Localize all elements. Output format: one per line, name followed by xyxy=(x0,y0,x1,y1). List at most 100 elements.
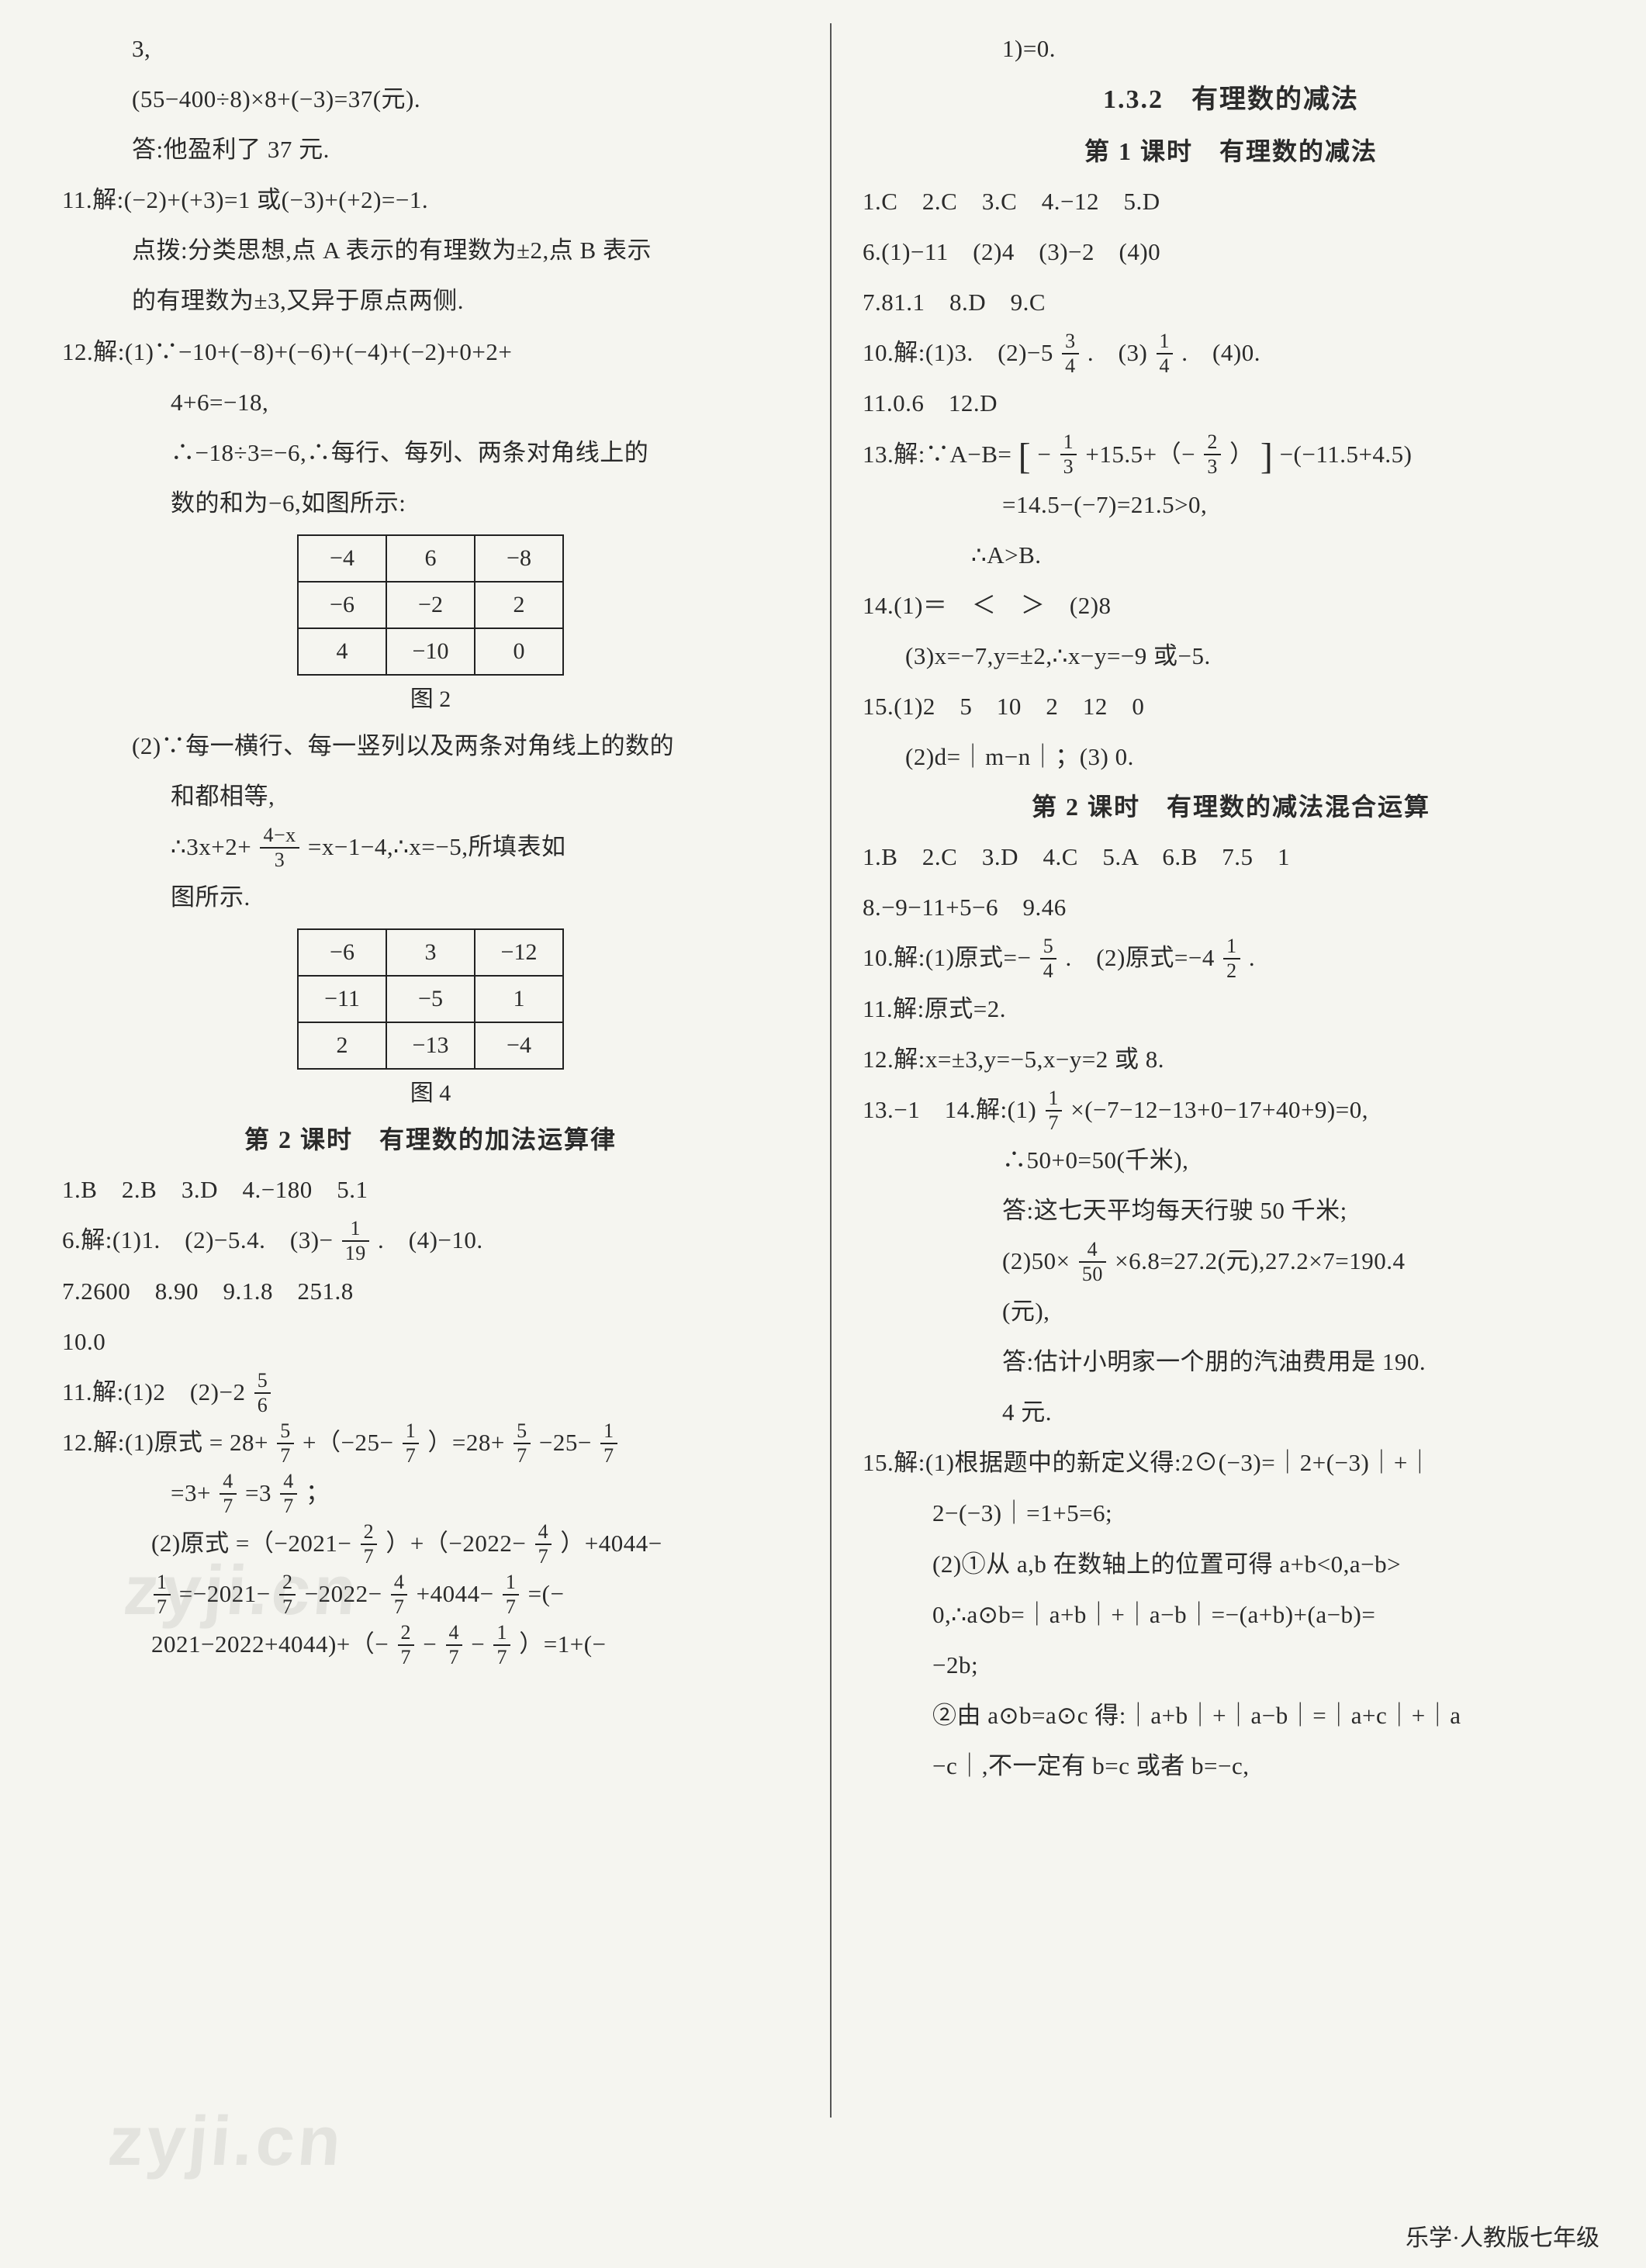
text-line: 10.0 xyxy=(62,1316,799,1367)
text-line: ∴3x+2+ 4−x3 =x−1−4,∴x=−5,所填表如 xyxy=(62,821,799,872)
text-span: . xyxy=(1249,944,1255,971)
fraction: 23 xyxy=(1204,432,1221,477)
text-line: 答:这七天平均每天行驶 50 千米; xyxy=(863,1185,1599,1236)
text-line: 13.解:∵A−B= [ − 13 +15.5+（− 23 ） ] −(−11.… xyxy=(863,429,1599,479)
fraction: 57 xyxy=(514,1421,531,1466)
table-cell: −8 xyxy=(475,535,563,582)
text-line: (2)d=｜m−n｜；(3) 0. xyxy=(863,731,1599,782)
text-span: −(−11.5+4.5) xyxy=(1280,441,1413,468)
text-line: 7.81.1 8.D 9.C xyxy=(863,277,1599,327)
text-span: ）+4044− xyxy=(560,1530,662,1557)
text-line: 15.解:(1)根据题中的新定义得:2⊙(−3)=｜2+(−3)｜+｜ xyxy=(863,1437,1599,1488)
text-line: 和都相等, xyxy=(62,771,799,821)
text-line: 1.B 2.C 3.D 4.C 5.A 6.B 7.5 1 xyxy=(863,831,1599,882)
text-line: 11.解:(−2)+(+3)=1 或(−3)+(+2)=−1. xyxy=(62,175,799,225)
table-cell: 6 xyxy=(386,535,475,582)
text-line: −c｜,不一定有 b=c 或者 b=−c, xyxy=(863,1741,1599,1791)
text-line: 的有理数为±3,又异于原点两侧. xyxy=(62,275,799,326)
text-span: 11.解:(1)2 (2)−2 xyxy=(62,1378,252,1405)
page-footer: 乐学·人教版七年级 xyxy=(1406,2218,1599,2252)
fraction: 47 xyxy=(220,1471,237,1516)
table-cell: −6 xyxy=(298,582,386,628)
text-line: (2)原式 =（−2021− 27 ）+（−2022− 47 ）+4044− xyxy=(62,1518,799,1568)
text-line: 4 元. xyxy=(863,1387,1599,1437)
watermark-2: zyji.cn xyxy=(105,2102,347,2182)
fraction: 17 xyxy=(1046,1088,1063,1133)
text-line: (元), xyxy=(863,1286,1599,1336)
table-cell: −4 xyxy=(298,535,386,582)
text-line: 13.−1 14.解:(1) 17 ×(−7−12−13+0−17+40+9)=… xyxy=(863,1084,1599,1135)
fraction: 14 xyxy=(1157,331,1174,376)
text-span: 13.−1 14.解:(1) xyxy=(863,1096,1036,1123)
table-cell: −6 xyxy=(298,929,386,976)
text-line: 6.解:(1)1. (2)−5.4. (3)− 119 . (4)−10. xyxy=(62,1215,799,1265)
fraction: 12 xyxy=(1223,936,1240,981)
text-line: =3+ 47 =3 47 ； xyxy=(62,1468,799,1518)
text-line: 11.解:原式=2. xyxy=(863,984,1599,1034)
text-span: (2)原式 =（−2021− xyxy=(151,1530,351,1557)
text-line: 11.0.6 12.D xyxy=(863,378,1599,428)
table-2: −63−12 −11−51 2−13−4 xyxy=(297,928,564,1070)
fraction: 54 xyxy=(1040,936,1057,981)
table-1: −46−8 −6−22 4−100 xyxy=(297,534,564,676)
text-line: 12.解:(1)∵−10+(−8)+(−6)+(−4)+(−2)+0+2+ xyxy=(62,327,799,377)
text-span: − xyxy=(471,1630,485,1658)
text-span: . (4)0. xyxy=(1181,339,1260,366)
subsection-title: 第 2 课时 有理数的减法混合运算 xyxy=(863,782,1599,831)
text-line: 1.C 2.C 3.C 4.−12 5.D xyxy=(863,176,1599,226)
text-line: ∴50+0=50(千米), xyxy=(863,1135,1599,1185)
fraction: 119 xyxy=(342,1219,369,1264)
fraction: 57 xyxy=(277,1421,294,1466)
text-span: =3 xyxy=(245,1479,278,1506)
text-span: ）=1+(− xyxy=(519,1630,606,1658)
table-caption: 图 2 xyxy=(62,679,799,721)
table-cell: 2 xyxy=(298,1022,386,1069)
text-span: (2)50× xyxy=(1002,1247,1070,1274)
text-span: +15.5+（− xyxy=(1085,441,1195,468)
text-line: 答:估计小明家一个朋的汽油费用是 190. xyxy=(863,1336,1599,1387)
text-line: 1.B 2.B 3.D 4.−180 5.1 xyxy=(62,1164,799,1215)
table-caption: 图 4 xyxy=(62,1073,799,1115)
page: zyji.cn zyji.cn 3, (55−400÷8)×8+(−3)=37(… xyxy=(0,0,1646,2268)
text-line: 17 =−2021− 27 −2022− 47 +4044− 17 =(− xyxy=(62,1568,799,1619)
table-cell: −13 xyxy=(386,1022,475,1069)
text-line: 10.解:(1)3. (2)−5 34 . (3) 14 . (4)0. xyxy=(863,327,1599,378)
text-line: (3)x=−7,y=±2,∴x−y=−9 或−5. xyxy=(863,631,1599,681)
text-line: 0,∴a⊙b=｜a+b｜+｜a−b｜=−(a+b)+(a−b)= xyxy=(863,1589,1599,1640)
text-span: =(− xyxy=(528,1580,565,1607)
text-line: ∴−18÷3=−6,∴每行、每列、两条对角线上的 xyxy=(62,427,799,478)
fraction: 27 xyxy=(279,1572,296,1617)
text-span: =x−1−4,∴x=−5,所填表如 xyxy=(308,833,566,860)
fraction: 34 xyxy=(1062,331,1079,376)
table-cell: −5 xyxy=(386,976,475,1022)
text-span: −2022− xyxy=(305,1580,382,1607)
text-line: 答:他盈利了 37 元. xyxy=(62,124,799,175)
text-span: 13.解:∵A−B= xyxy=(863,441,1011,468)
text-line: (2)①从 a,b 在数轴上的位置可得 a+b<0,a−b> xyxy=(863,1539,1599,1589)
text-line: 7.2600 8.90 9.1.8 251.8 xyxy=(62,1266,799,1316)
text-span: −25− xyxy=(539,1429,592,1456)
bracket-icon: ] xyxy=(1260,435,1273,476)
table-cell: −11 xyxy=(298,976,386,1022)
text-line: 图所示. xyxy=(62,872,799,922)
text-span: 10.解:(1)原式=− xyxy=(863,944,1031,971)
fraction: 47 xyxy=(280,1471,297,1516)
text-line: ∴A>B. xyxy=(863,530,1599,580)
subsection-title: 第 2 课时 有理数的加法运算律 xyxy=(62,1115,799,1164)
text-line: 12.解:(1)原式 = 28+ 57 +（−25− 17 ）=28+ 57 −… xyxy=(62,1417,799,1468)
bracket-icon: [ xyxy=(1018,435,1031,476)
table-cell: −4 xyxy=(475,1022,563,1069)
left-column: zyji.cn zyji.cn 3, (55−400÷8)×8+(−3)=37(… xyxy=(62,23,799,2260)
fraction: 27 xyxy=(398,1623,415,1668)
text-line: 点拨:分类思想,点 A 表示的有理数为±2,点 B 表示 xyxy=(62,225,799,275)
fraction: 47 xyxy=(446,1623,463,1668)
text-span: 2021−2022+4044)+（− xyxy=(151,1630,389,1658)
right-column: 1)=0. 1.3.2 有理数的减法 第 1 课时 有理数的减法 1.C 2.C… xyxy=(863,23,1599,2260)
fraction: 450 xyxy=(1079,1239,1106,1284)
table-cell: 3 xyxy=(386,929,475,976)
text-span: ）+（−2022− xyxy=(386,1530,526,1557)
text-span: =−2021− xyxy=(179,1580,271,1607)
fraction: 17 xyxy=(503,1572,520,1617)
text-span: − xyxy=(1037,441,1051,468)
text-line: =14.5−(−7)=21.5>0, xyxy=(863,479,1599,530)
